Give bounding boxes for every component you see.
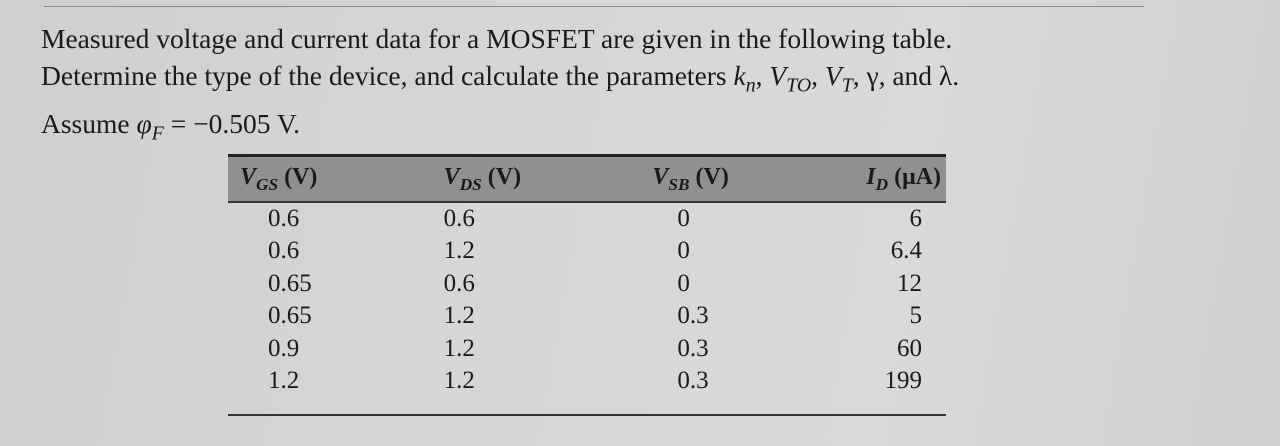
kn-symbol: k <box>733 60 746 91</box>
table-row: 0.6 1.2 0 6.4 <box>228 235 946 268</box>
table-header-row: VGS (V) VDS (V) VSB (V) ID (μA) <box>228 157 946 201</box>
header-unit: (V) <box>278 163 318 190</box>
cell-vgs: 0.65 <box>268 302 312 330</box>
vt-symbol: V <box>824 60 842 91</box>
table-row: 0.65 0.6 0 12 <box>228 268 946 301</box>
phi-value: = −0.505 V. <box>163 107 301 139</box>
cell-vsb: 0 <box>677 269 690 297</box>
cell-vgs: 0.9 <box>268 334 300 362</box>
table-row: 1.2 1.2 0.3 199 <box>228 365 946 398</box>
cell-vsb: 0.3 <box>677 302 709 330</box>
separator: , <box>811 60 825 91</box>
cell-vgs: 0.65 <box>268 269 312 297</box>
cell-vds: 1.2 <box>443 237 475 265</box>
problem-line-2-end: , γ, and λ. <box>852 60 960 91</box>
cell-vds: 1.2 <box>443 367 475 395</box>
cell-vds: 1.2 <box>443 334 475 362</box>
phi-symbol: φ <box>136 107 152 139</box>
measurement-table: VGS (V) VDS (V) VSB (V) ID (μA) 0.6 0.6 … <box>228 154 946 398</box>
header-subscript: SB <box>668 174 690 194</box>
problem-line-1: Measured voltage and current data for a … <box>41 23 953 54</box>
header-vgs: VGS (V) <box>228 157 399 201</box>
header-rule <box>228 201 946 203</box>
header-symbol: V <box>652 163 669 190</box>
header-unit: (μA) <box>888 163 941 190</box>
cell-id: 199 <box>884 367 923 395</box>
cell-vsb: 0.3 <box>677 367 709 395</box>
cell-id: 60 <box>897 334 922 362</box>
separator: , <box>755 60 770 91</box>
header-subscript: DS <box>459 174 482 194</box>
problem-statement: Measured voltage and current data for a … <box>41 20 1241 152</box>
header-vsb: VSB (V) <box>577 157 781 201</box>
cell-vsb: 0 <box>677 204 690 232</box>
cell-id: 6 <box>909 204 923 232</box>
problem-line-2-text: Determine the type of the device, and ca… <box>41 60 734 91</box>
problem-line-3: Assume φF = −0.505 V. <box>41 105 1241 153</box>
header-symbol: V <box>240 163 257 190</box>
header-subscript: D <box>875 174 889 194</box>
header-subscript: GS <box>256 174 279 194</box>
vto-symbol: V <box>769 60 787 91</box>
cell-vgs: 1.2 <box>268 367 300 395</box>
table-top-rule <box>228 154 946 157</box>
cell-vgs: 0.6 <box>268 237 300 265</box>
cell-id: 5 <box>909 302 923 330</box>
cell-vds: 1.2 <box>443 302 475 330</box>
cell-vgs: 0.6 <box>268 204 300 232</box>
table-row: 0.9 1.2 0.3 60 <box>228 333 946 366</box>
header-id: ID (μA) <box>781 157 946 201</box>
top-rule <box>44 6 1144 7</box>
cell-vsb: 0.3 <box>677 334 709 362</box>
assume-text: Assume <box>41 107 137 139</box>
table-row: 0.6 0.6 0 6 <box>228 203 946 236</box>
data-table: VGS (V) VDS (V) VSB (V) ID (μA) 0.6 0.6 … <box>228 157 946 398</box>
vt-subscript: T <box>841 74 853 97</box>
header-unit: (V) <box>689 163 729 190</box>
header-vds: VDS (V) <box>399 157 578 201</box>
table-row: 0.65 1.2 0.3 5 <box>228 300 946 333</box>
problem-line-2: Determine the type of the device, and ca… <box>41 57 1241 105</box>
cell-vds: 0.6 <box>443 204 475 232</box>
cell-vds: 0.6 <box>443 269 475 297</box>
header-symbol: V <box>443 163 460 190</box>
cell-id: 12 <box>897 269 922 297</box>
kn-subscript: n <box>745 74 756 97</box>
vto-subscript: TO <box>786 74 812 97</box>
cell-id: 6.4 <box>890 237 922 265</box>
cell-vsb: 0 <box>677 237 690 265</box>
phi-subscript: F <box>151 122 164 144</box>
header-unit: (V) <box>481 163 522 190</box>
header-symbol: I <box>866 163 876 190</box>
table-bottom-rule <box>228 414 946 416</box>
